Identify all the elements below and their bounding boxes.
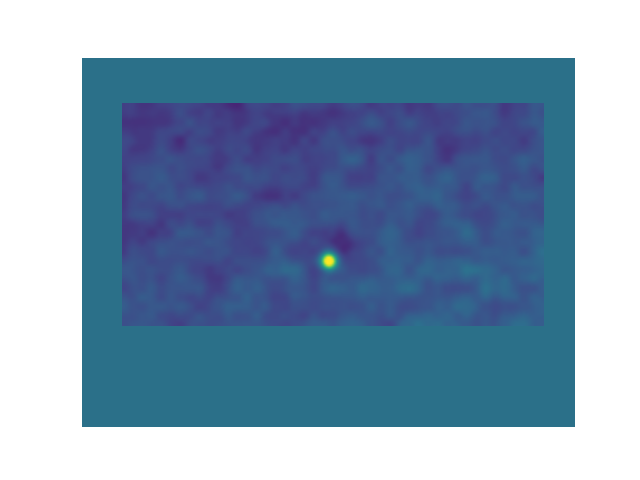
heatmap-image — [122, 103, 544, 326]
